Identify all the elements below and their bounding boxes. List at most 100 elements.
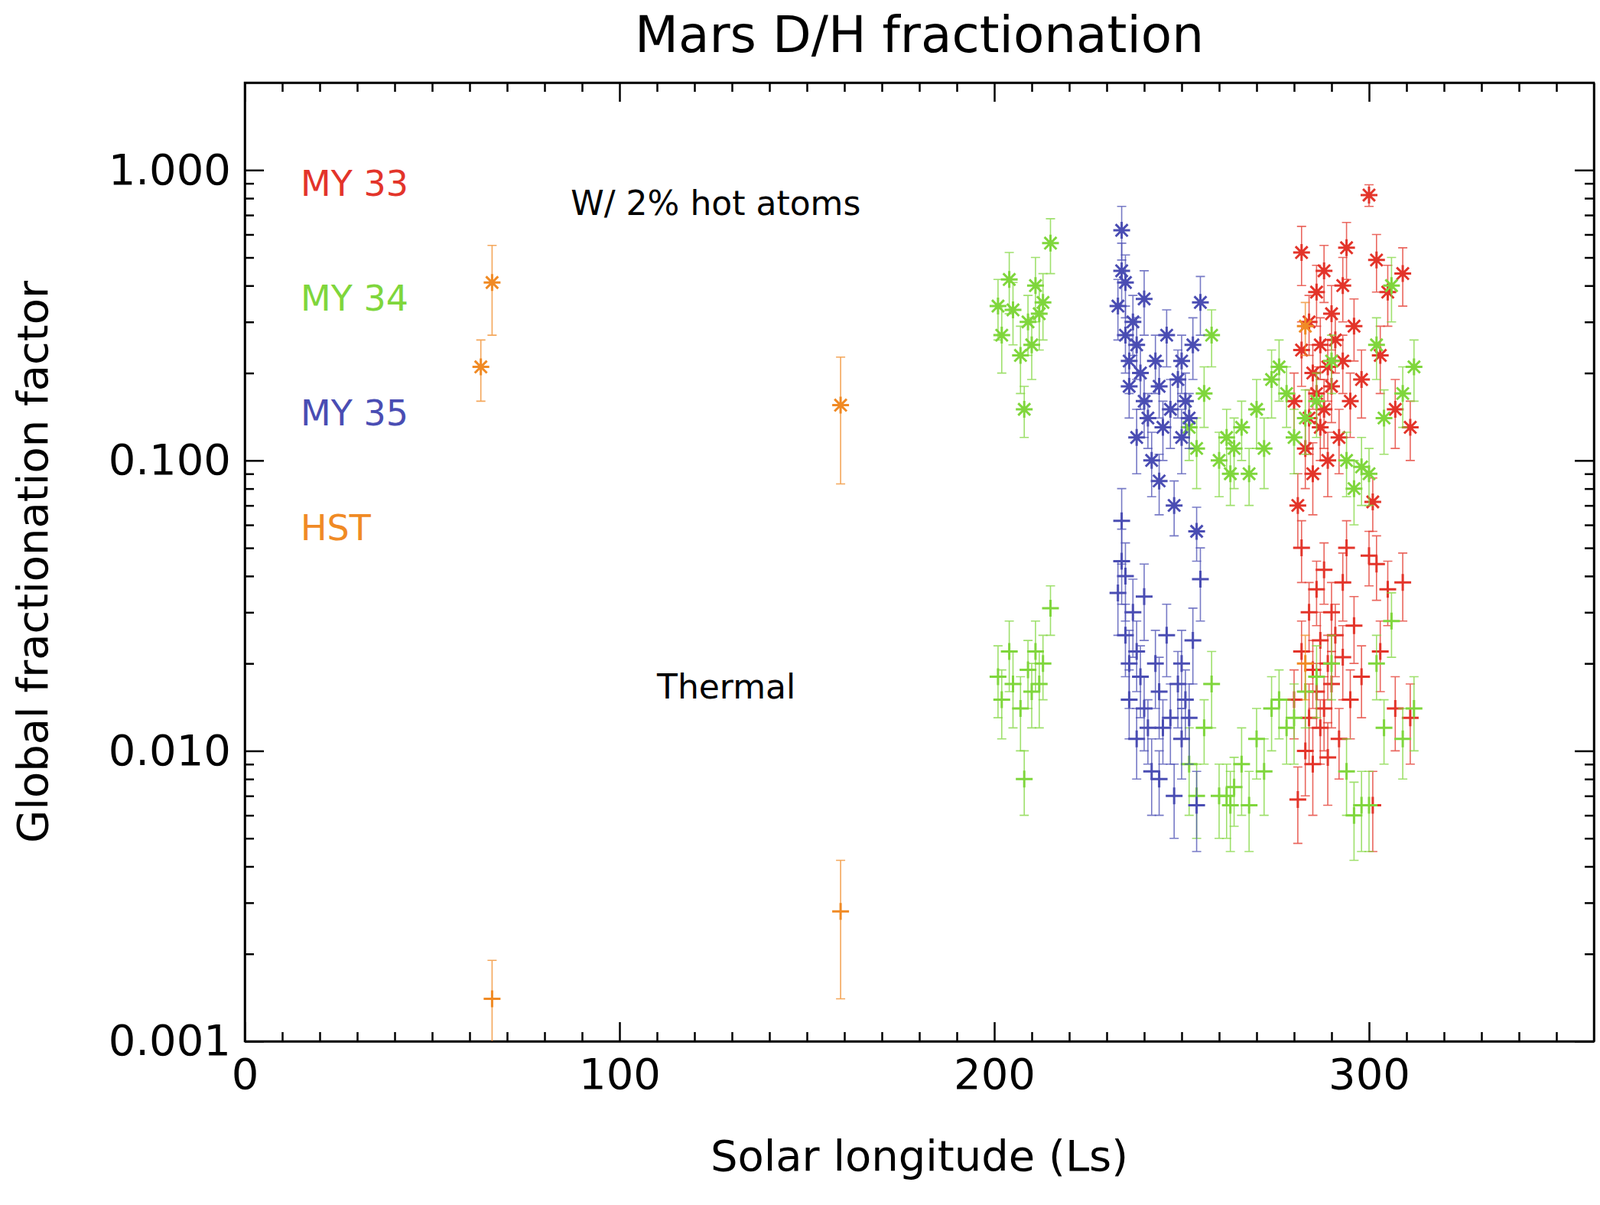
point — [1004, 675, 1022, 693]
point — [1338, 762, 1356, 780]
tick-mark — [1518, 1031, 1521, 1041]
tick — [1106, 1031, 1108, 1041]
tick-mark — [1584, 814, 1594, 817]
tick — [1406, 82, 1408, 92]
tick — [1584, 285, 1594, 287]
series-thermal — [989, 585, 1423, 861]
tick-mark — [618, 82, 622, 102]
tick-mark — [244, 169, 264, 173]
tick — [1106, 82, 1108, 92]
tick — [1556, 82, 1558, 92]
tick — [319, 1031, 321, 1041]
tick-mark — [468, 82, 472, 92]
point — [1120, 377, 1138, 395]
point — [1360, 796, 1378, 814]
tick-mark — [1555, 1031, 1558, 1041]
point — [1368, 555, 1386, 573]
point — [1128, 730, 1145, 748]
tick — [1584, 183, 1594, 185]
tick-mark — [244, 321, 254, 324]
tick — [244, 198, 254, 199]
point — [1135, 588, 1153, 605]
point — [1382, 612, 1400, 630]
tick-mark — [244, 763, 254, 766]
tick — [432, 1031, 433, 1041]
point — [1311, 336, 1329, 354]
tick-mark — [244, 814, 254, 817]
point — [1173, 352, 1191, 370]
tick — [244, 505, 254, 507]
point — [1382, 276, 1400, 294]
point — [1315, 262, 1333, 280]
tick-mark — [244, 487, 254, 491]
point — [1226, 778, 1243, 796]
tick-mark — [1143, 1031, 1146, 1041]
point — [1307, 392, 1325, 410]
tick — [1069, 82, 1070, 92]
tick-mark — [318, 1031, 322, 1041]
annotation: W/ 2% hot atoms — [570, 183, 861, 223]
x-minor-ticks-top — [282, 82, 1558, 92]
tick-mark — [993, 1021, 996, 1041]
point — [1315, 561, 1333, 579]
tick-mark — [1218, 1031, 1221, 1041]
tick — [1584, 778, 1594, 780]
tick-mark — [1368, 82, 1371, 102]
tick-mark — [956, 1031, 959, 1041]
tick-mark — [1180, 1031, 1184, 1041]
tick — [244, 795, 254, 797]
axis-line — [243, 83, 247, 1042]
tick-mark — [244, 662, 254, 665]
tick-mark — [731, 1031, 734, 1041]
tick-mark — [1574, 169, 1594, 173]
tick-mark — [244, 182, 254, 186]
series-thermal — [1285, 520, 1419, 852]
tick-mark — [1584, 321, 1594, 324]
tick — [1584, 473, 1594, 475]
point — [1203, 326, 1220, 344]
tick — [244, 815, 254, 817]
y-axis: 0.0010.0100.1001.000 — [108, 83, 264, 1066]
tick-mark — [993, 82, 996, 102]
point — [1177, 392, 1194, 410]
point — [1307, 668, 1325, 686]
tick — [469, 82, 471, 92]
point — [1345, 480, 1363, 498]
point — [832, 902, 849, 920]
tick-mark — [1555, 82, 1558, 92]
point — [1139, 409, 1157, 427]
tick-label: 0.010 — [108, 725, 231, 775]
point — [472, 358, 490, 376]
point — [1360, 465, 1378, 482]
tick-mark — [1255, 82, 1259, 92]
tick — [956, 82, 958, 92]
chart: 01002003000.0010.0100.1001.000Mars D/H f… — [0, 0, 1600, 1205]
point — [1180, 708, 1198, 726]
tick — [1481, 1031, 1483, 1041]
tick-mark — [506, 82, 509, 92]
tick-mark — [1584, 472, 1594, 475]
point — [1004, 301, 1022, 319]
tick-mark — [1405, 82, 1409, 92]
tick — [244, 488, 254, 490]
tick-mark — [618, 1021, 622, 1041]
point — [1117, 273, 1135, 291]
tick — [1219, 1031, 1220, 1041]
tick-mark — [244, 611, 254, 615]
tick — [994, 82, 996, 102]
tick-mark — [656, 82, 659, 92]
tick — [1584, 865, 1594, 867]
tick-mark — [1405, 1031, 1409, 1041]
point — [1394, 730, 1412, 748]
tick-mark — [244, 777, 254, 781]
tick-mark — [1330, 82, 1334, 92]
tick — [1481, 82, 1483, 92]
point — [1023, 336, 1041, 354]
tick: 200 — [953, 1021, 1036, 1099]
point — [1192, 570, 1210, 588]
point — [1180, 409, 1198, 427]
tick-mark — [806, 1031, 809, 1041]
tick-mark — [1584, 197, 1594, 200]
tick-mark — [1584, 214, 1594, 217]
point — [1338, 239, 1356, 257]
